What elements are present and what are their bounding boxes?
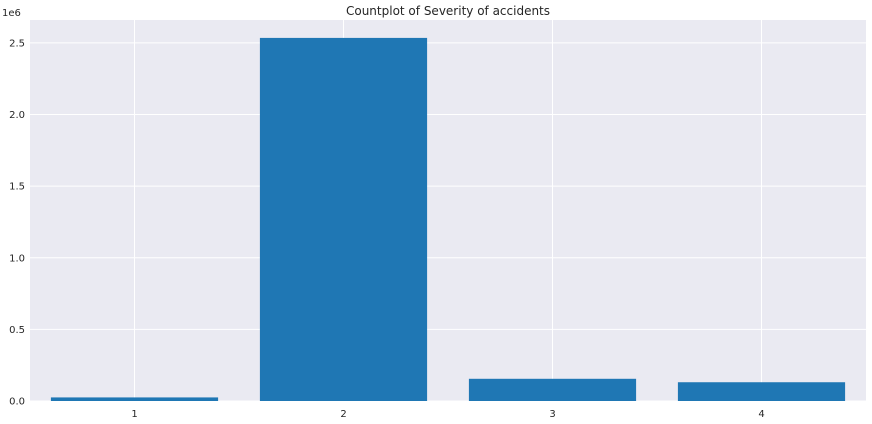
- plot-background: [30, 20, 866, 401]
- y-tick-label: 2.0: [9, 110, 25, 121]
- chart-title: Countplot of Severity of accidents: [346, 4, 550, 18]
- bars: [50, 37, 846, 401]
- y-tick-label: 0.5: [9, 325, 25, 336]
- x-tick-label: 1: [131, 409, 137, 420]
- bar-severity-2: [259, 37, 428, 401]
- y-tick-label: 0.0: [9, 397, 25, 408]
- y-tick-label: 2.5: [9, 38, 25, 49]
- y-tick-label: 1.5: [9, 182, 25, 193]
- grid-lines: [30, 20, 866, 402]
- x-tick-label: 3: [549, 409, 555, 420]
- y-offset-label: 1e6: [2, 8, 21, 19]
- bar-severity-4: [677, 382, 846, 401]
- bar-severity-3: [468, 378, 637, 401]
- y-tick-label: 1.0: [9, 253, 25, 264]
- x-tick-label: 2: [340, 409, 346, 420]
- x-tick-label: 4: [758, 409, 764, 420]
- x-tick-labels: 1 2 3 4: [131, 409, 764, 420]
- y-tick-labels: 0.0 0.5 1.0 1.5 2.0 2.5: [9, 38, 25, 407]
- bar-severity-1: [50, 397, 219, 401]
